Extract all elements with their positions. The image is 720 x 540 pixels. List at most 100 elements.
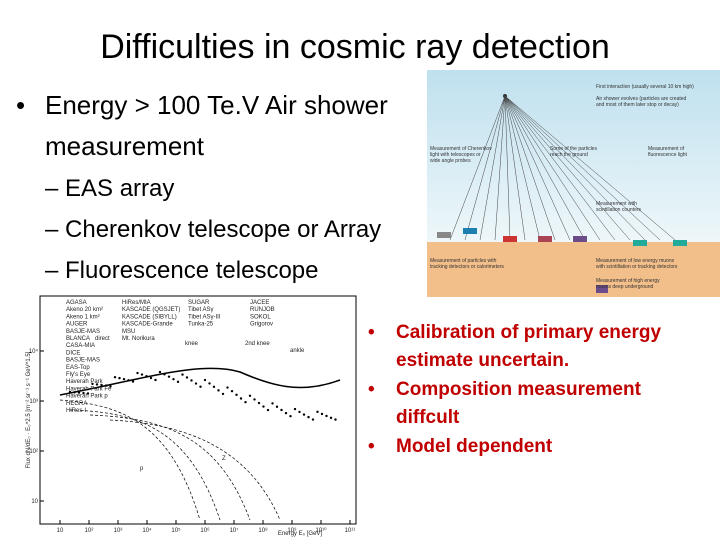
legend-entry: Haverah Park bbox=[66, 379, 104, 385]
annotation: direct bbox=[95, 336, 110, 342]
legend-entry: Tunka-25 bbox=[188, 322, 214, 328]
data-point bbox=[266, 408, 270, 412]
data-point bbox=[194, 382, 198, 385]
shower-track bbox=[504, 95, 646, 241]
legend-entry: Fly's Eye bbox=[66, 372, 91, 378]
diagram-label: Measurement of bbox=[648, 146, 685, 152]
data-point bbox=[302, 413, 306, 416]
legend-entry: AUGER bbox=[66, 322, 88, 328]
legend-entry: KASCADE (SIBYLL) bbox=[122, 314, 177, 320]
x-tick-label: 10 bbox=[57, 528, 64, 534]
annotation: 2nd knee bbox=[245, 341, 270, 347]
shower-track bbox=[504, 95, 571, 241]
shower-track bbox=[504, 95, 661, 241]
right-bullet: estimate uncertain. bbox=[396, 350, 569, 371]
legend-entry: HEGRA bbox=[66, 401, 87, 407]
detector bbox=[503, 236, 517, 242]
annotation: ankle bbox=[290, 348, 305, 354]
x-tick-label: 10⁸ bbox=[258, 527, 268, 534]
data-point bbox=[104, 384, 108, 387]
data-point bbox=[109, 385, 112, 388]
diagram-label: wide angle probes bbox=[430, 158, 471, 164]
data-point bbox=[100, 383, 103, 387]
legend-entry: Haverah Park p bbox=[66, 394, 108, 400]
data-point bbox=[127, 379, 130, 382]
bullet: measurement bbox=[45, 131, 205, 161]
legend-entry: Mt. Norikura bbox=[122, 336, 155, 342]
data-point bbox=[275, 405, 279, 408]
x-tick-label: 10⁴ bbox=[142, 527, 152, 534]
data-point bbox=[311, 418, 315, 421]
data-point bbox=[271, 402, 274, 405]
legend-entry: KASCADE (QGSJET) bbox=[122, 307, 180, 313]
x-tick-label: 10⁶ bbox=[200, 527, 210, 534]
legend-entry: Grigorov bbox=[250, 322, 273, 328]
diagram-label: Measurement with bbox=[596, 201, 637, 207]
data-point bbox=[235, 393, 238, 397]
data-point bbox=[154, 378, 157, 382]
detector bbox=[633, 240, 647, 246]
diagram-label: Some of the particles bbox=[550, 146, 597, 152]
data-point bbox=[140, 373, 144, 376]
x-axis-label: Energy E₀ [GeV] bbox=[278, 531, 323, 537]
x-tick-label: 10² bbox=[85, 528, 94, 534]
detector bbox=[538, 236, 552, 242]
legend-entry: DICE bbox=[66, 350, 80, 356]
diagram-label: tracking detectors or calorimeters bbox=[430, 264, 504, 270]
data-point bbox=[131, 380, 135, 383]
right-bullet: diffcult bbox=[396, 407, 460, 428]
legend-entry: BLANCA bbox=[66, 336, 90, 342]
legend-entry: Akeno 1 km² bbox=[66, 314, 100, 320]
data-point bbox=[122, 377, 126, 381]
sub-bullet: – Fluorescence telescope bbox=[45, 257, 319, 284]
data-point bbox=[163, 373, 166, 376]
underground-detector bbox=[596, 285, 608, 293]
right-bullet: Calibration of primary energy bbox=[396, 322, 661, 343]
shower-track bbox=[504, 95, 601, 241]
diagram-label: reach the ground bbox=[550, 152, 588, 158]
data-point bbox=[217, 389, 220, 392]
legend-entry: JACEE bbox=[250, 300, 269, 306]
x-tick-label: 10¹⁰ bbox=[315, 527, 327, 534]
y-tick-label: 10 bbox=[31, 499, 38, 505]
legend-entry: EAS-Top bbox=[66, 365, 90, 371]
spectrum-plot: 10 10² 10³ 10⁴ 10⁵ 10⁶ 10⁷ 10⁸ 10⁹ 10¹⁰ 10¹¹ 10⁴ 10³… bbox=[26, 295, 357, 537]
detector bbox=[573, 236, 587, 242]
x-tick-label: 10³ bbox=[114, 528, 123, 534]
component-curve bbox=[59, 399, 201, 521]
detector bbox=[673, 240, 687, 246]
y-tick-label: 10³ bbox=[29, 399, 38, 405]
data-point bbox=[230, 389, 234, 393]
data-point bbox=[212, 385, 216, 389]
shower-track bbox=[479, 95, 506, 241]
y-tick-label: 10⁴ bbox=[29, 348, 39, 355]
diagram-label: with scintillation or tracking detectors bbox=[596, 264, 678, 270]
diagram-label: light with telescopes or bbox=[430, 152, 481, 158]
legend-entry: HiRes-I bbox=[66, 408, 86, 414]
data-point bbox=[307, 415, 310, 419]
legend-entry: SUGAR bbox=[188, 300, 210, 306]
component-curve bbox=[89, 414, 251, 521]
x-tick-label: 10⁵ bbox=[171, 527, 181, 534]
shower-track bbox=[449, 95, 506, 241]
y-tick-label: 10² bbox=[29, 449, 38, 455]
shower-track bbox=[464, 95, 506, 241]
legend-entry: Tibet ASγ-III bbox=[188, 314, 221, 320]
diagram-label: scintillation counters bbox=[596, 207, 642, 213]
detector bbox=[437, 232, 451, 238]
data-point bbox=[91, 382, 94, 386]
bullet-dot: • bbox=[16, 90, 25, 120]
data-point bbox=[73, 391, 76, 394]
shower-track bbox=[504, 95, 631, 241]
diagram-label: Measurement of Cherenkov bbox=[430, 146, 492, 152]
legend-entry: BASJE-MAS bbox=[66, 329, 100, 335]
diagram-label: Measurement of high energy bbox=[596, 278, 660, 284]
legend-entry: MSU bbox=[122, 329, 135, 335]
bullet: Energy > 100 Te.V Air shower bbox=[45, 90, 388, 120]
data-point bbox=[320, 412, 324, 416]
data-point bbox=[149, 376, 153, 380]
data-point bbox=[68, 390, 72, 394]
bullet-dot: • bbox=[368, 379, 375, 400]
data-point bbox=[280, 408, 283, 412]
